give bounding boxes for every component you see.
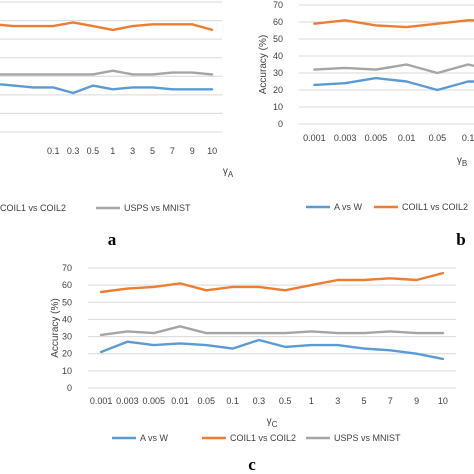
x-tick-label: 0.1	[462, 133, 474, 143]
x-tick-label: 0.5	[279, 396, 292, 406]
x-tick-label: 1	[309, 396, 314, 406]
x-tick-label: 0.003	[334, 133, 357, 143]
y-tick-label: 40	[273, 51, 283, 61]
x-tick-label: 0.005	[142, 396, 165, 406]
legend-label: A vs W	[334, 202, 363, 212]
x-tick-label: 0.3	[67, 146, 80, 156]
x-tick-label: 7	[388, 396, 393, 406]
y-tick-label: 70	[273, 0, 283, 10]
legend-label: COIL1 vs COIL2	[0, 203, 66, 213]
y-tick-label: 30	[62, 332, 72, 342]
panel-label: c	[248, 455, 256, 474]
y-tick-label: 70	[62, 263, 72, 273]
x-tick-label: 9	[414, 396, 419, 406]
series-line-usps-vs-mnist	[99, 325, 445, 337]
x-tick-label: 9	[190, 146, 195, 156]
series-line-coil1-vs-coil2	[0, 21, 214, 32]
y-tick-label: 60	[62, 280, 72, 290]
x-tick-label: 0.5	[87, 146, 100, 156]
x-tick-label: 0.003	[116, 396, 139, 406]
panel-label: a	[108, 230, 117, 249]
x-tick-label: 0.1	[47, 146, 60, 156]
y-tick-label: 60	[273, 17, 283, 27]
legend-label: COIL1 vs COIL2	[402, 202, 468, 212]
legend-label: USPS vs MNIST	[334, 433, 401, 443]
series-line-coil1-vs-coil2	[313, 19, 474, 29]
x-tick-label: 3	[335, 396, 340, 406]
x-tick-label: 0.1	[226, 396, 239, 406]
legend-label: USPS vs MNIST	[124, 203, 191, 213]
series-line-a-vs-w	[0, 83, 214, 95]
x-tick-label: 0.3	[253, 396, 266, 406]
legend-label: COIL1 vs COIL2	[230, 433, 296, 443]
x-tick-label: 0.01	[398, 133, 416, 143]
y-tick-label: 40	[62, 314, 72, 324]
y-axis-label: Accuracy (%)	[50, 298, 61, 357]
y-tick-label: 30	[273, 68, 283, 78]
x-axis-label: γC	[267, 416, 278, 429]
x-tick-label: 5	[361, 396, 366, 406]
chart-a: 0.1 0.3 0.5 1 3 5 7 9 10 γA COIL1 vs COIL2 USPS vs …	[0, 1, 234, 249]
y-tick-label: 20	[62, 349, 72, 359]
x-tick-label: 7	[170, 146, 175, 156]
x-tick-label: 0.005	[365, 133, 388, 143]
y-tick-label: 10	[273, 102, 283, 112]
series-line-a-vs-w	[99, 338, 445, 361]
x-tick-label: 5	[150, 146, 155, 156]
x-tick-label: 0.01	[171, 396, 189, 406]
x-tick-label: 10	[438, 396, 448, 406]
y-tick-label: 20	[273, 85, 283, 95]
y-tick-label: 0	[67, 383, 72, 393]
series-line-usps-vs-mnist	[313, 63, 474, 75]
x-tick-label: 0.05	[429, 133, 447, 143]
series-line-coil1-vs-coil2	[99, 271, 445, 294]
x-tick-label: 10	[207, 146, 217, 156]
series-line-a-vs-w	[313, 76, 474, 92]
y-tick-label: 50	[62, 297, 72, 307]
y-tick-label: 0	[278, 119, 283, 129]
x-tick-label: 1	[110, 146, 115, 156]
x-tick-label: 0.001	[303, 133, 326, 143]
x-tick-label: 0.05	[198, 396, 216, 406]
y-axis-label: Accuracy (%)	[258, 35, 269, 94]
legend-label: A vs W	[140, 433, 169, 443]
series-line-usps-vs-mnist	[0, 69, 214, 76]
x-tick-label: 3	[130, 146, 135, 156]
x-axis-label: γA	[223, 166, 234, 179]
y-tick-label: 50	[273, 34, 283, 44]
panel-label: b	[456, 230, 465, 249]
x-tick-label: 0.001	[90, 396, 113, 406]
y-tick-label: 10	[62, 366, 72, 376]
chart-b: 0 10 20 30 40 50 60 70 Accuracy (%) 0.001 0.003 0.0…	[258, 0, 474, 249]
x-axis-label: γB	[457, 155, 467, 168]
